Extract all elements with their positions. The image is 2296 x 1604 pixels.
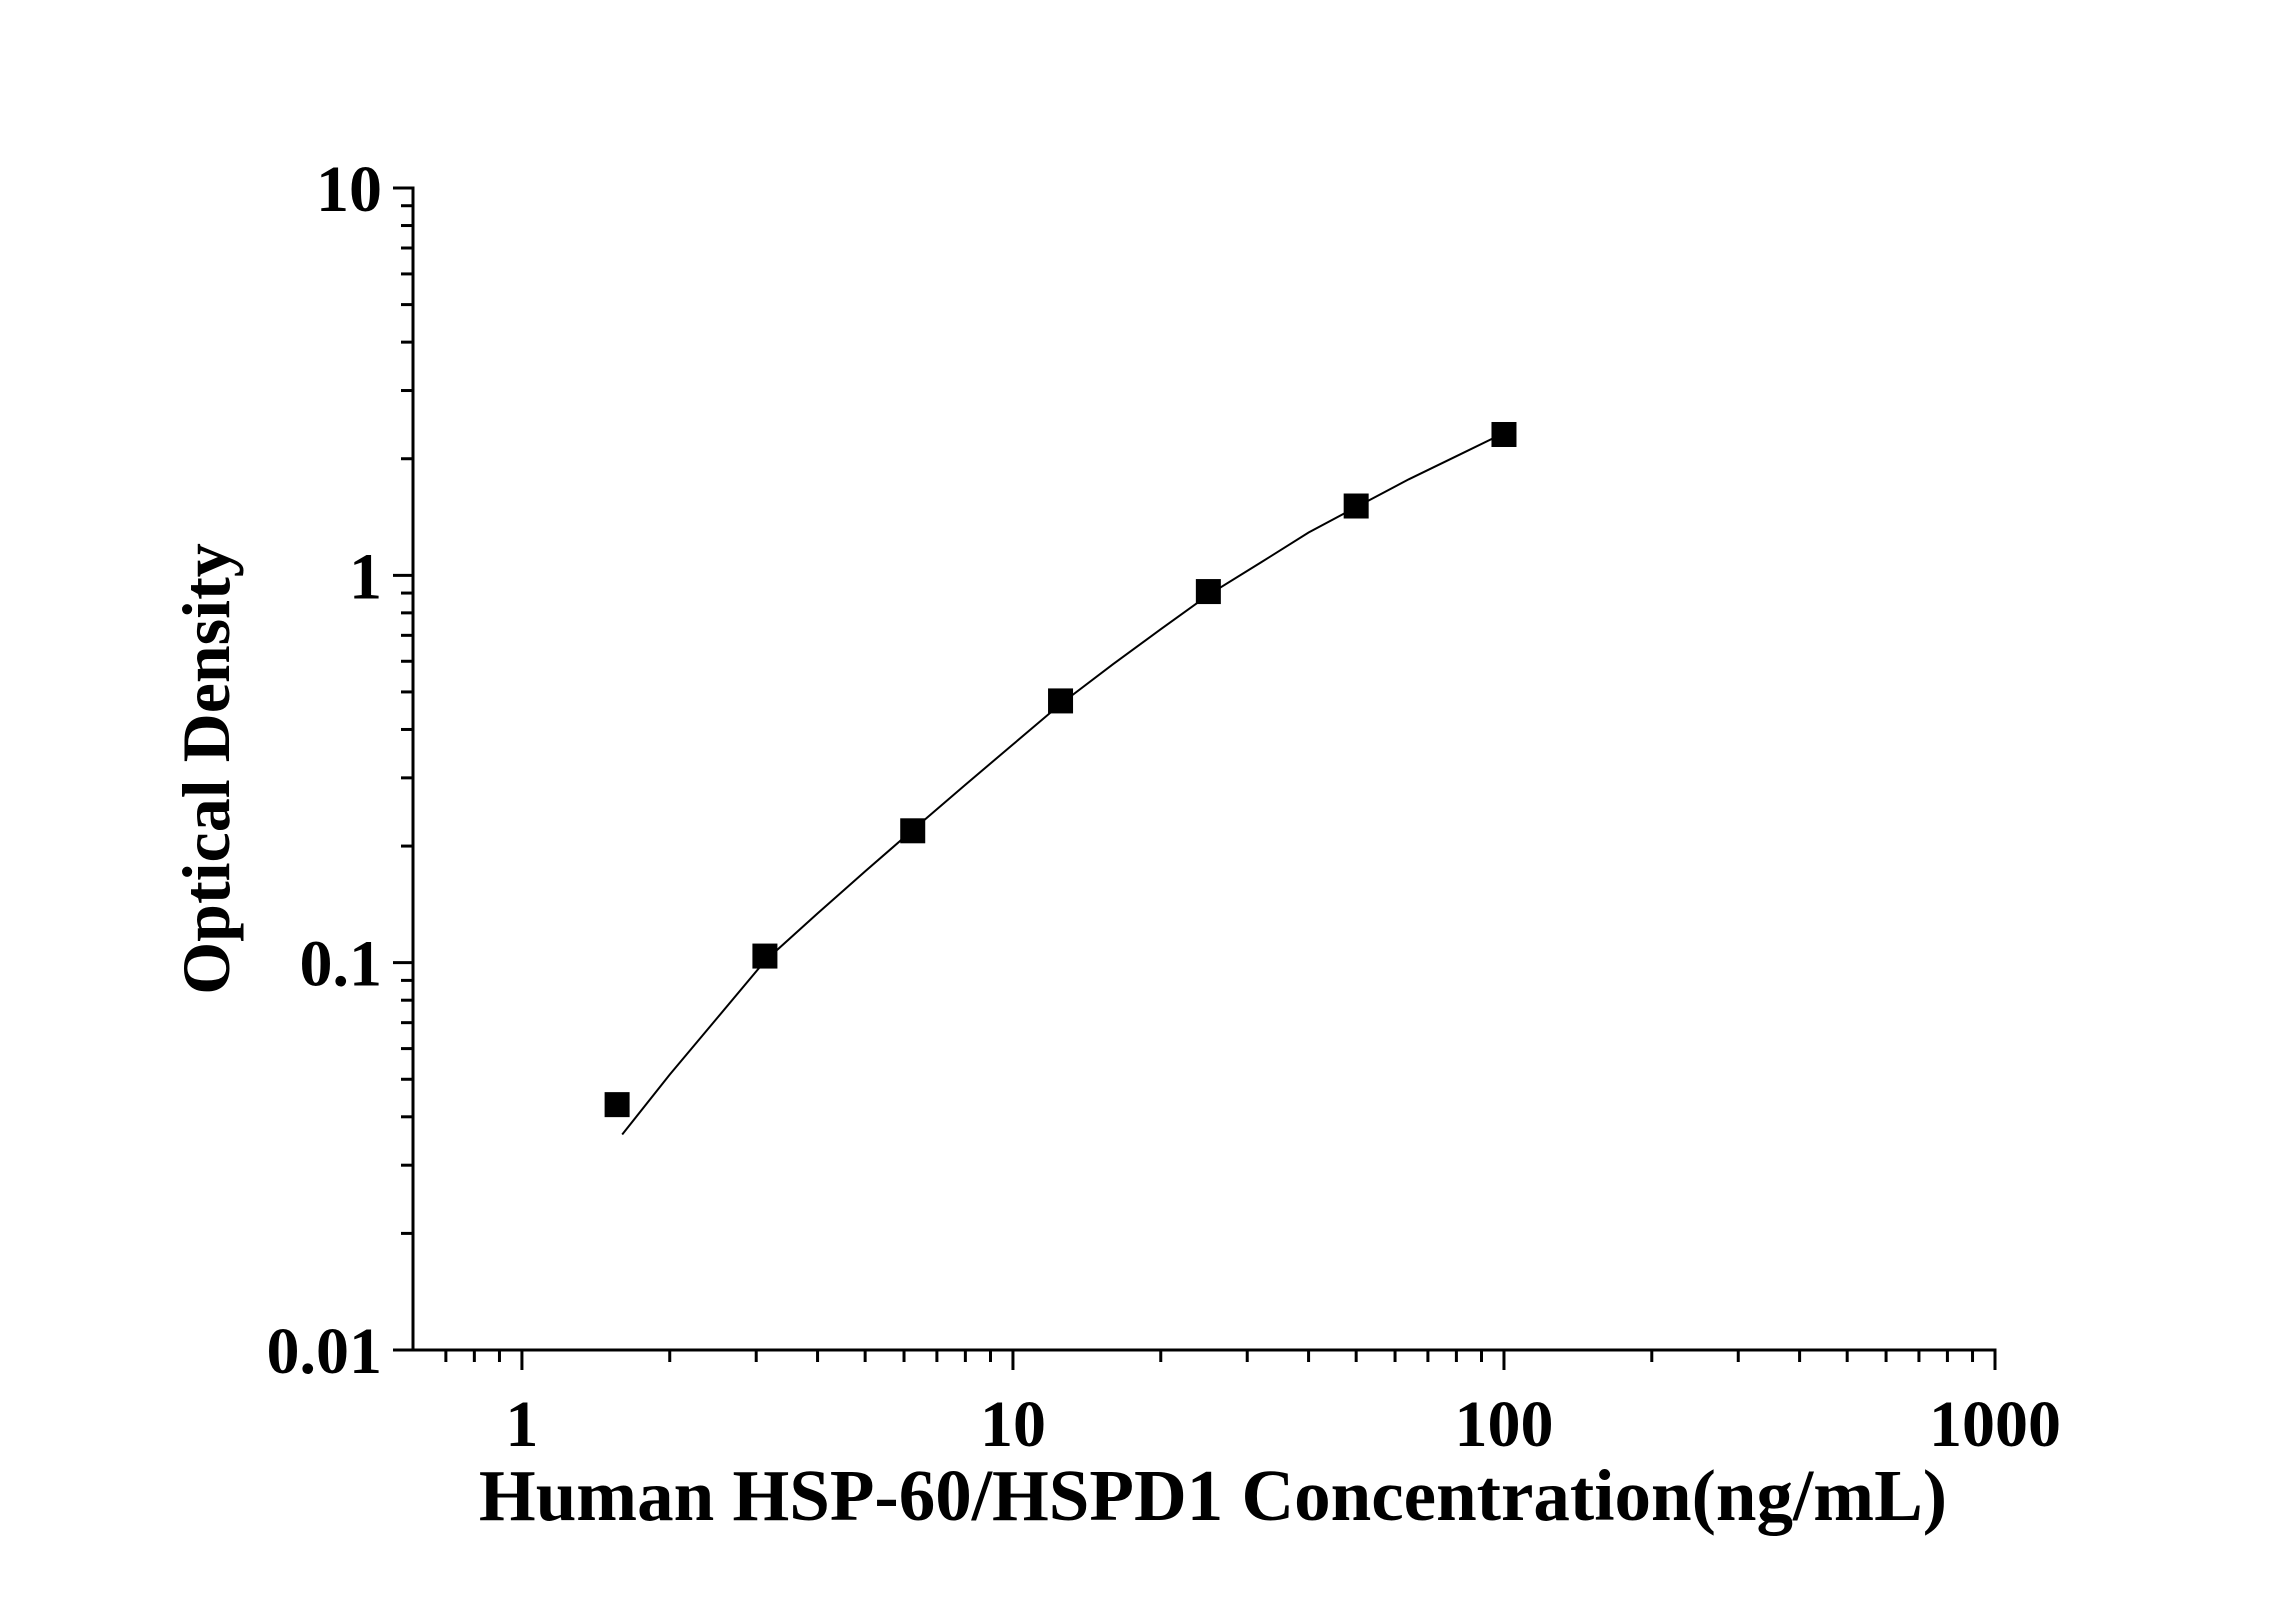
data-point [752,943,778,969]
data-point [1048,688,1074,714]
data-point [1343,493,1369,519]
x-tick-label: 10 [980,1388,1046,1461]
x-axis-title: Human HSP-60/HSPD1 Concentration(ng/mL) [479,1455,1947,1536]
y-axis-title: Optical Density [168,543,244,994]
data-point [604,1092,630,1118]
y-tick-label: 0.1 [300,928,383,1001]
y-axis-ticks [393,186,413,1352]
y-axis-tick-labels: 10 1 0.1 0.01 [267,153,383,1388]
data-points-layer [604,421,1517,1118]
x-tick-label: 1 [505,1388,538,1461]
y-axis: 10 1 0.1 0.01 [267,153,415,1388]
data-point [900,818,926,844]
y-tick-label: 0.01 [267,1315,383,1388]
x-tick-label: 100 [1454,1388,1553,1461]
x-axis: 1 10 100 1000 [411,1348,2061,1461]
x-axis-tick-labels: 1 10 100 1000 [505,1388,2061,1461]
data-point [1195,579,1221,605]
x-tick-label: 1000 [1929,1388,2061,1461]
x-axis-ticks [444,1350,1997,1370]
data-point [1491,421,1517,447]
y-tick-label: 1 [349,540,382,613]
y-tick-label: 10 [316,153,382,226]
